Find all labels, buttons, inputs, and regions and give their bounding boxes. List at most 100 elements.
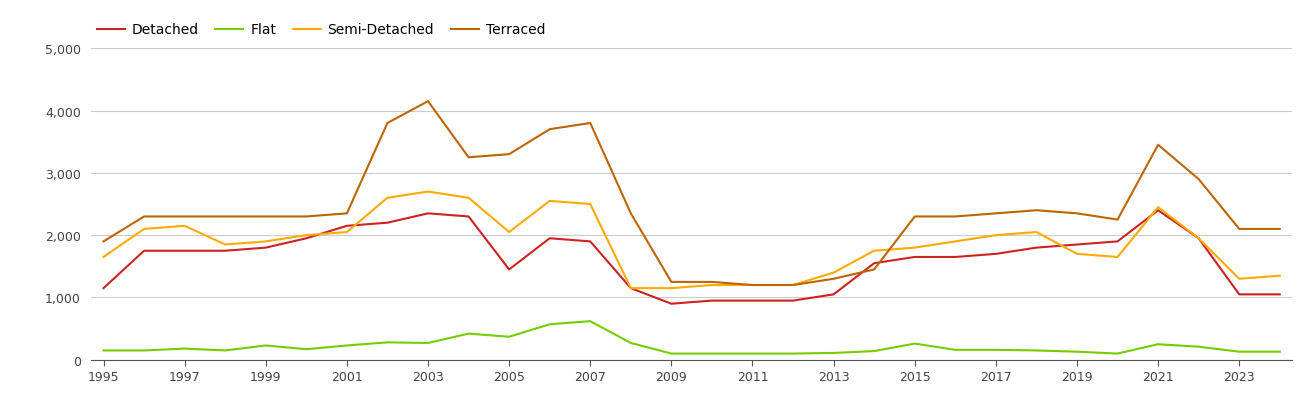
Terraced (420, 99, 436, 104)
Semi-Detached (95, 255, 111, 260)
Semi-Detached (622, 286, 638, 291)
Terraced (95, 239, 111, 244)
Semi-Detached (339, 230, 355, 235)
Detached (947, 255, 963, 260)
Semi-Detached (258, 239, 274, 244)
Flat (907, 341, 923, 346)
Flat (1232, 349, 1248, 354)
Flat (420, 341, 436, 346)
Flat (622, 341, 638, 346)
Flat (867, 349, 882, 354)
Semi-Detached (176, 224, 192, 229)
Flat (380, 340, 395, 345)
Detached (176, 249, 192, 254)
Semi-Detached (705, 283, 720, 288)
Detached (258, 245, 274, 250)
Flat (299, 347, 315, 352)
Terraced (745, 283, 761, 288)
Terraced (907, 214, 923, 219)
Semi-Detached (867, 249, 882, 254)
Semi-Detached (1028, 230, 1044, 235)
Flat (988, 348, 1004, 353)
Flat (745, 351, 761, 356)
Flat (176, 346, 192, 351)
Flat (1191, 344, 1207, 349)
Detached (380, 221, 395, 226)
Semi-Detached (1069, 252, 1084, 257)
Flat (542, 322, 557, 327)
Terraced (988, 211, 1004, 216)
Terraced (136, 214, 151, 219)
Detached (1191, 236, 1207, 241)
Terraced (1028, 208, 1044, 213)
Detached (867, 261, 882, 266)
Semi-Detached (745, 283, 761, 288)
Legend: Detached, Flat, Semi-Detached, Terraced: Detached, Flat, Semi-Detached, Terraced (91, 18, 551, 43)
Semi-Detached (907, 245, 923, 250)
Flat (1272, 349, 1288, 354)
Flat (582, 319, 598, 324)
Detached (745, 299, 761, 303)
Terraced (1069, 211, 1084, 216)
Detached (1272, 292, 1288, 297)
Terraced (380, 121, 395, 126)
Detached (1232, 292, 1248, 297)
Detached (1150, 208, 1165, 213)
Semi-Detached (218, 243, 234, 247)
Detached (461, 214, 476, 219)
Flat (218, 348, 234, 353)
Terraced (176, 214, 192, 219)
Detached (501, 267, 517, 272)
Semi-Detached (1150, 205, 1165, 210)
Detached (420, 211, 436, 216)
Detached (1028, 245, 1044, 250)
Detached (542, 236, 557, 241)
Terraced (218, 214, 234, 219)
Semi-Detached (461, 196, 476, 201)
Flat (705, 351, 720, 356)
Detached (582, 239, 598, 244)
Semi-Detached (663, 286, 679, 291)
Detached (95, 286, 111, 291)
Semi-Detached (1272, 274, 1288, 279)
Flat (501, 335, 517, 339)
Flat (1069, 349, 1084, 354)
Flat (1109, 351, 1125, 356)
Terraced (1191, 177, 1207, 182)
Terraced (339, 211, 355, 216)
Semi-Detached (947, 239, 963, 244)
Semi-Detached (420, 190, 436, 195)
Terraced (867, 267, 882, 272)
Semi-Detached (1232, 276, 1248, 281)
Detached (339, 224, 355, 229)
Semi-Detached (299, 233, 315, 238)
Flat (258, 343, 274, 348)
Flat (786, 351, 801, 356)
Terraced (258, 214, 274, 219)
Semi-Detached (988, 233, 1004, 238)
Detached (218, 249, 234, 254)
Semi-Detached (380, 196, 395, 201)
Flat (1028, 348, 1044, 353)
Detached (663, 301, 679, 306)
Flat (1150, 342, 1165, 347)
Detached (786, 299, 801, 303)
Terraced (705, 280, 720, 285)
Semi-Detached (582, 202, 598, 207)
Flat (339, 343, 355, 348)
Detached (1109, 239, 1125, 244)
Semi-Detached (1191, 236, 1207, 241)
Terraced (299, 214, 315, 219)
Flat (95, 348, 111, 353)
Semi-Detached (1109, 255, 1125, 260)
Detached (907, 255, 923, 260)
Terraced (826, 276, 842, 281)
Terraced (947, 214, 963, 219)
Line: Detached: Detached (103, 211, 1280, 304)
Terraced (1272, 227, 1288, 232)
Detached (988, 252, 1004, 257)
Detached (622, 286, 638, 291)
Detached (705, 299, 720, 303)
Semi-Detached (786, 283, 801, 288)
Terraced (1232, 227, 1248, 232)
